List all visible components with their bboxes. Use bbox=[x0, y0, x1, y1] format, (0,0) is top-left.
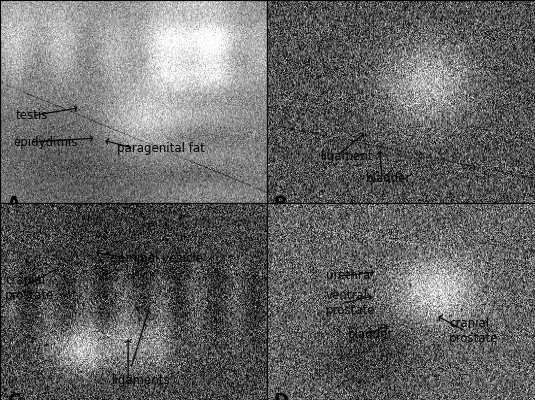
Text: seminal vesicle: seminal vesicle bbox=[112, 252, 203, 265]
Text: ventral
prostate: ventral prostate bbox=[326, 290, 376, 318]
Text: cranial
prostate: cranial prostate bbox=[449, 317, 499, 345]
Text: ligaments: ligaments bbox=[112, 374, 171, 387]
Text: D: D bbox=[274, 392, 289, 400]
Text: bladder: bladder bbox=[347, 328, 393, 342]
Text: ligament: ligament bbox=[320, 150, 373, 163]
Text: testis: testis bbox=[16, 109, 48, 122]
Text: cranial
prostate: cranial prostate bbox=[5, 274, 55, 302]
Text: urethra: urethra bbox=[326, 269, 370, 282]
Text: bladder: bladder bbox=[366, 172, 411, 185]
Text: B: B bbox=[274, 195, 287, 213]
Text: paragenital fat: paragenital fat bbox=[118, 142, 205, 155]
Text: C: C bbox=[6, 392, 20, 400]
Text: A: A bbox=[6, 195, 20, 213]
Text: epidydimis: epidydimis bbox=[13, 136, 78, 149]
